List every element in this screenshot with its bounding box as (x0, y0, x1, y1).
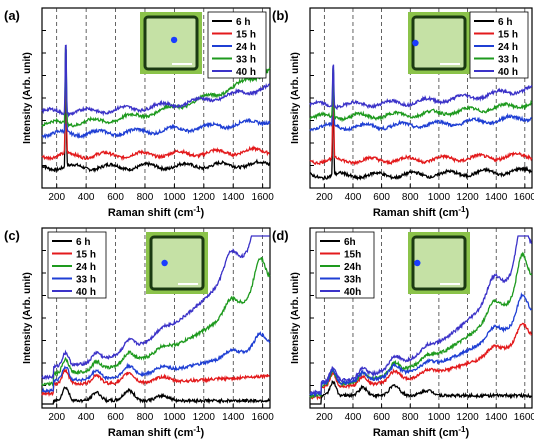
legend-label: 40 h (76, 287, 96, 298)
legend-label: 24h (344, 262, 361, 273)
series-line-15h (309, 83, 533, 166)
series-line-24h (41, 256, 271, 387)
panel-label: (b) (272, 8, 289, 23)
inset-sample (411, 235, 467, 291)
y-axis-label: Intensity (Arb. unit) (22, 272, 33, 364)
x-tick-label: 400 (78, 192, 95, 203)
x-tick-label: 1000 (163, 192, 186, 203)
panel-label: (a) (4, 8, 20, 23)
legend-label: 24 h (76, 262, 96, 273)
series-line-24h (41, 49, 271, 140)
x-tick-label: 800 (402, 412, 419, 423)
x-axis-label: Raman shift (cm-1) (373, 425, 470, 439)
x-tick-label: 400 (78, 412, 95, 423)
x-tick-label: 200 (48, 192, 65, 203)
x-tick-label: 400 (345, 412, 362, 423)
series-line-40h (41, 44, 271, 118)
series-line-33h (309, 291, 533, 398)
series-line-15h (41, 61, 270, 162)
x-tick-label: 1400 (222, 412, 245, 423)
legend-label: 15h (344, 250, 361, 261)
inset-marker-dot (161, 259, 168, 267)
panel-0: 200 400 600 800 1000 1200 1400 1600 (a) Intensity… (4, 7, 275, 219)
legend-label: 40 h (498, 67, 518, 78)
x-tick-label: 1600 (514, 412, 534, 423)
x-tick-label: 1000 (428, 412, 451, 423)
x-tick-label: 1200 (193, 412, 216, 423)
x-tick-label: 1200 (456, 192, 479, 203)
legend-label: 6h (344, 237, 356, 248)
series-line-40h (309, 235, 532, 395)
x-tick-label: 1200 (193, 192, 216, 203)
series-line-6h (309, 92, 533, 181)
legend-label: 33 h (236, 55, 256, 66)
legend-label: 24 h (498, 42, 518, 53)
series-line-24h (309, 72, 533, 132)
legend-label: 15 h (236, 30, 256, 41)
series-line-33h (41, 47, 271, 128)
x-tick-label: 1400 (485, 412, 508, 423)
x-tick-label: 400 (345, 192, 362, 203)
legend-label: 33h (344, 275, 361, 286)
x-tick-label: 600 (373, 192, 390, 203)
x-axis-label: Raman shift (cm-1) (108, 205, 205, 219)
legend-label: 24 h (236, 42, 256, 53)
x-tick-label: 1000 (428, 192, 451, 203)
panel-2: 200 400 600 800 1000 1200 1400 1600 (c) Intensity… (4, 227, 275, 439)
series-line-6h (42, 386, 270, 405)
series-line-40h (309, 64, 533, 111)
legend-label: 40 h (236, 67, 256, 78)
series-line-6h (310, 379, 533, 405)
x-tick-label: 800 (137, 412, 154, 423)
inset-marker-dot (414, 259, 421, 267)
panel-label: (d) (272, 228, 289, 243)
series-line-40h (41, 235, 270, 381)
legend-label: 6 h (76, 237, 90, 248)
inset-sample (143, 15, 199, 71)
series-line-15h (41, 368, 271, 397)
inset-marker-dot (170, 36, 178, 44)
inset-sample (411, 15, 467, 71)
y-axis-label: Intensity (Arb. unit) (290, 272, 301, 364)
x-tick-label: 600 (107, 412, 124, 423)
x-tick-label: 200 (316, 412, 333, 423)
panel-1: 200 400 600 800 1000 1200 1400 1600 (b) Intensity… (272, 7, 534, 219)
inset-marker-dot (412, 39, 419, 47)
inset-sample (149, 235, 205, 291)
x-tick-label: 1600 (252, 412, 275, 423)
x-tick-label: 600 (373, 412, 390, 423)
legend-label: 6 h (498, 17, 512, 28)
x-tick-label: 800 (137, 192, 154, 203)
y-axis-label: Intensity (Arb. unit) (22, 52, 33, 144)
legend-label: 15 h (498, 30, 518, 41)
legend-label: 33 h (76, 275, 96, 286)
x-tick-label: 800 (402, 192, 419, 203)
x-tick-label: 1400 (222, 192, 245, 203)
y-axis-label: Intensity (Arb. unit) (290, 52, 301, 144)
x-tick-label: 1600 (252, 192, 275, 203)
x-tick-label: 1200 (456, 412, 479, 423)
legend-label: 33 h (498, 55, 518, 66)
x-tick-label: 1000 (163, 412, 186, 423)
series-line-6h (41, 77, 271, 173)
x-tick-label: 200 (48, 412, 65, 423)
x-tick-label: 1400 (485, 192, 508, 203)
x-tick-label: 200 (316, 192, 333, 203)
series-line-15h (310, 322, 533, 401)
x-tick-label: 600 (107, 192, 124, 203)
x-tick-label: 1600 (514, 192, 534, 203)
legend-label: 15 h (76, 250, 96, 261)
panel-label: (c) (4, 228, 20, 243)
series-line-33h (309, 68, 533, 123)
legend-label: 6 h (236, 17, 250, 28)
x-axis-label: Raman shift (cm-1) (373, 205, 470, 219)
x-axis-label: Raman shift (cm-1) (108, 425, 205, 439)
panel-3: 200 400 600 800 1000 1200 1400 1600 (d) Intensity… (272, 227, 534, 439)
legend-label: 40h (344, 287, 361, 298)
series-line-33h (41, 331, 271, 394)
